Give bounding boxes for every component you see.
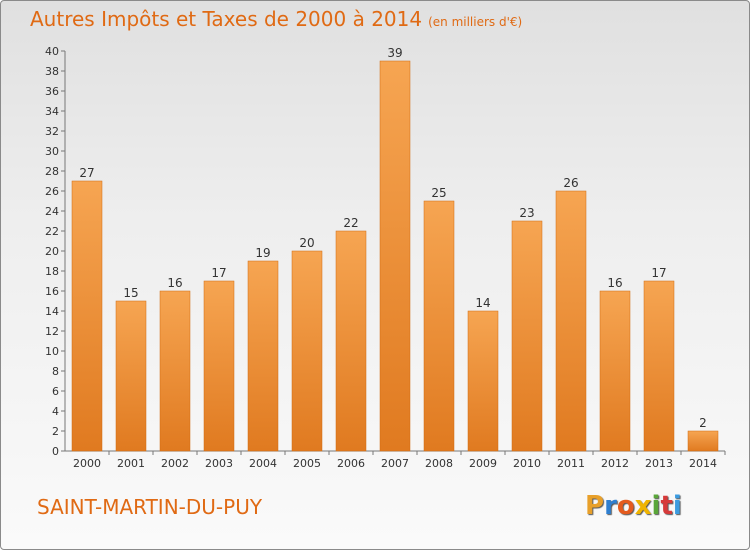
brand-letter: t bbox=[660, 491, 673, 521]
data-label: 25 bbox=[431, 186, 446, 200]
bar bbox=[687, 430, 719, 452]
chart-title: Autres Impôts et Taxes de 2000 à 2014 (en… bbox=[30, 7, 522, 31]
bar bbox=[511, 220, 543, 452]
data-label: 20 bbox=[299, 236, 314, 250]
x-tick-label: 2001 bbox=[117, 457, 145, 470]
bar bbox=[291, 250, 323, 452]
bar bbox=[555, 190, 587, 452]
bars: 27 15 16 17 19 20 22 39 25 14 23 26 16 17 2 bbox=[71, 46, 719, 452]
x-tick-label: 2000 bbox=[73, 457, 101, 470]
x-tick-label: 2011 bbox=[557, 457, 585, 470]
brand-letter: x bbox=[634, 491, 652, 521]
bar bbox=[115, 300, 147, 452]
data-label: 23 bbox=[519, 206, 534, 220]
bar bbox=[247, 260, 279, 452]
data-label: 19 bbox=[255, 246, 270, 260]
data-label: 39 bbox=[387, 46, 402, 60]
y-tick-label: 14 bbox=[45, 305, 59, 318]
x-tick-label: 2013 bbox=[645, 457, 673, 470]
x-tick-label: 2007 bbox=[381, 457, 409, 470]
brand-letter: r bbox=[604, 491, 617, 521]
y-tick-label: 8 bbox=[52, 365, 59, 378]
proxiti-logo: Proxiti bbox=[585, 491, 682, 521]
bar bbox=[599, 290, 631, 452]
x-tick-label: 2008 bbox=[425, 457, 453, 470]
y-tick-label: 10 bbox=[45, 345, 59, 358]
brand-letter: i bbox=[651, 491, 661, 521]
bar bbox=[159, 290, 191, 452]
chart-subtitle: (en milliers d'€) bbox=[428, 15, 523, 29]
x-tick-label: 2010 bbox=[513, 457, 541, 470]
x-tick-label: 2009 bbox=[469, 457, 497, 470]
y-tick-label: 34 bbox=[45, 105, 59, 118]
data-label: 2 bbox=[699, 416, 707, 430]
y-tick-label: 0 bbox=[52, 445, 59, 458]
y-tick-label: 18 bbox=[45, 265, 59, 278]
brand-letter: o bbox=[616, 491, 635, 521]
data-label: 16 bbox=[167, 276, 182, 290]
bar bbox=[203, 280, 235, 452]
x-tick-label: 2014 bbox=[689, 457, 717, 470]
commune-name: SAINT-MARTIN-DU-PUY bbox=[37, 495, 263, 519]
title-text: Autres Impôts et Taxes de 2000 à 2014 bbox=[30, 7, 423, 31]
data-label: 16 bbox=[607, 276, 622, 290]
bar bbox=[379, 60, 411, 452]
y-tick-label: 20 bbox=[45, 245, 59, 258]
bar-chart: 0246810121416182022242628303234363840200… bbox=[45, 45, 726, 470]
data-label: 27 bbox=[79, 166, 94, 180]
data-label: 22 bbox=[343, 216, 358, 230]
x-tick-label: 2003 bbox=[205, 457, 233, 470]
bar bbox=[643, 280, 675, 452]
y-tick-label: 6 bbox=[52, 385, 59, 398]
data-label: 26 bbox=[563, 176, 578, 190]
bar bbox=[71, 180, 103, 452]
y-tick-label: 38 bbox=[45, 65, 59, 78]
y-tick-label: 40 bbox=[45, 45, 59, 58]
data-label: 17 bbox=[211, 266, 226, 280]
x-tick-label: 2004 bbox=[249, 457, 277, 470]
y-tick-label: 28 bbox=[45, 165, 59, 178]
data-label: 15 bbox=[123, 286, 138, 300]
data-label: 17 bbox=[651, 266, 666, 280]
y-tick-label: 36 bbox=[45, 85, 59, 98]
bar bbox=[335, 230, 367, 452]
y-tick-label: 12 bbox=[45, 325, 59, 338]
y-tick-label: 4 bbox=[52, 405, 59, 418]
y-tick-label: 22 bbox=[45, 225, 59, 238]
y-tick-label: 2 bbox=[52, 425, 59, 438]
y-tick-label: 24 bbox=[45, 205, 59, 218]
x-tick-label: 2012 bbox=[601, 457, 629, 470]
y-tick-label: 16 bbox=[45, 285, 59, 298]
brand-letter: P bbox=[585, 491, 605, 521]
data-label: 14 bbox=[475, 296, 490, 310]
x-tick-label: 2002 bbox=[161, 457, 189, 470]
y-tick-label: 30 bbox=[45, 145, 59, 158]
y-tick-label: 26 bbox=[45, 185, 59, 198]
bar bbox=[467, 310, 499, 452]
y-tick-label: 32 bbox=[45, 125, 59, 138]
x-tick-label: 2006 bbox=[337, 457, 365, 470]
axes: 0246810121416182022242628303234363840200… bbox=[45, 45, 726, 470]
brand-letter: i bbox=[672, 491, 682, 521]
x-tick-label: 2005 bbox=[293, 457, 321, 470]
bar bbox=[423, 200, 455, 452]
